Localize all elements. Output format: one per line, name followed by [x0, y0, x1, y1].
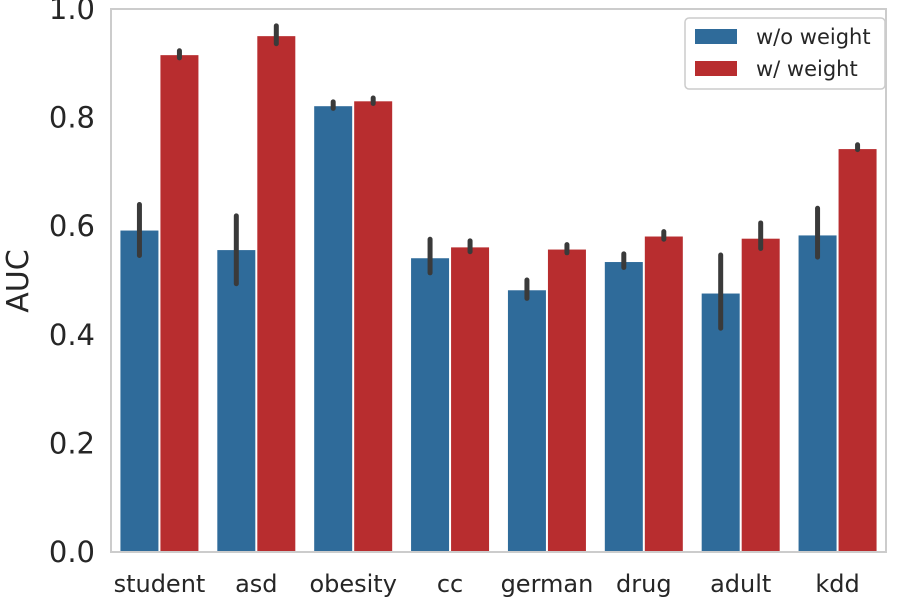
bar-w-o-weight-cc	[411, 258, 450, 552]
bar-w-weight-german	[547, 249, 586, 552]
legend-label-w-weight: w/ weight	[756, 57, 858, 81]
error-bars-layer	[136, 23, 861, 331]
bar-w-weight-adult	[741, 238, 780, 552]
bar-w-o-weight-kdd	[798, 235, 837, 552]
bars-layer	[120, 36, 877, 553]
bar-w-weight-obesity	[354, 101, 393, 552]
x-tick-label-drug: drug	[616, 570, 672, 598]
y-tick-label-0-2: 0.2	[49, 426, 95, 460]
y-axis-label: AUC	[1, 249, 36, 312]
bar-w-o-weight-student	[120, 230, 159, 552]
y-tick-label-0-4: 0.4	[49, 318, 95, 352]
y-tick-label-1-0: 1.0	[49, 0, 95, 26]
legend-label-wo-weight: w/o weight	[756, 25, 871, 49]
x-tick-label-obesity: obesity	[309, 570, 396, 598]
x-tick-label-student: student	[114, 570, 206, 598]
x-tick-label-cc: cc	[437, 570, 463, 598]
bar-w-weight-student	[160, 55, 199, 552]
x-tick-label-adult: adult	[710, 570, 771, 598]
bar-w-weight-drug	[644, 236, 683, 552]
bar-w-o-weight-obesity	[314, 106, 353, 553]
bar-w-weight-kdd	[838, 149, 877, 552]
x-tick-label-german: german	[501, 570, 594, 598]
plot-frame	[110, 8, 887, 553]
bar-w-o-weight-asd	[217, 250, 256, 553]
x-axis: student asd obesity cc german drug adult kdd	[114, 570, 860, 598]
x-tick-label-kdd: kdd	[815, 570, 859, 598]
bar-w-o-weight-drug	[604, 262, 643, 552]
bar-w-weight-cc	[451, 247, 490, 552]
legend-swatch-w-weight	[695, 61, 737, 76]
y-tick-label-0-6: 0.6	[49, 209, 95, 243]
x-tick-label-asd: asd	[235, 570, 277, 598]
bar-w-o-weight-german	[507, 290, 546, 552]
y-tick-label-0-0: 0.0	[49, 535, 95, 569]
legend-swatch-wo-weight	[695, 29, 737, 44]
legend: w/o weight w/ weight	[684, 17, 886, 90]
bar-w-weight-asd	[257, 36, 296, 552]
y-tick-label-0-8: 0.8	[49, 101, 95, 135]
bar-w-o-weight-adult	[701, 293, 740, 552]
y-axis: 0.0 0.2 0.4 0.6 0.8 1.0	[49, 0, 95, 569]
